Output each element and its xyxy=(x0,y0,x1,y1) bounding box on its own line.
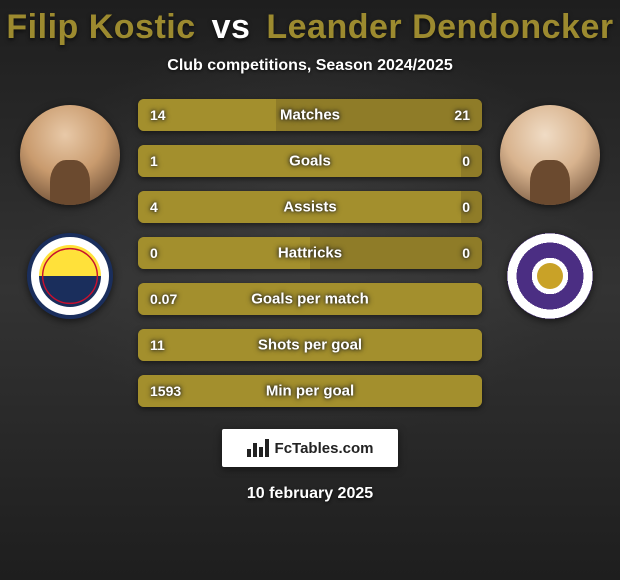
stat-row: 4 0 Assists xyxy=(138,191,482,223)
title-player1: Filip Kostic xyxy=(6,8,195,46)
stat-value-left: 11 xyxy=(150,337,165,353)
stat-value-left: 1593 xyxy=(150,383,181,399)
stat-row: 14 21 Matches xyxy=(138,99,482,131)
left-side xyxy=(20,99,120,407)
stat-label: Min per goal xyxy=(266,383,354,400)
subtitle: Club competitions, Season 2024/2025 xyxy=(167,57,452,75)
stat-row: 11 Shots per goal xyxy=(138,329,482,361)
stat-value-right: 0 xyxy=(462,245,470,261)
player1-avatar xyxy=(20,105,120,205)
stat-bars: 14 21 Matches 1 0 Goals 4 0 Assists 0 0 Hattricks 0.… xyxy=(138,99,482,407)
stat-value-left: 14 xyxy=(150,107,166,123)
player2-avatar xyxy=(500,105,600,205)
comparison-main: 14 21 Matches 1 0 Goals 4 0 Assists 0 0 Hattricks 0.… xyxy=(0,99,620,407)
footer-site: FcTables.com xyxy=(275,440,374,457)
stat-label: Shots per goal xyxy=(258,337,362,354)
title-vs: vs xyxy=(212,8,251,46)
stat-value-left: 1 xyxy=(150,153,158,169)
stat-value-right: 21 xyxy=(454,107,470,123)
stat-label: Goals per match xyxy=(251,291,369,308)
stat-label: Goals xyxy=(289,153,331,170)
title-player2: Leander Dendoncker xyxy=(266,8,613,46)
right-side xyxy=(500,99,600,407)
player1-club-crest xyxy=(27,233,113,319)
footer-date: 10 february 2025 xyxy=(247,485,373,503)
stat-value-right: 0 xyxy=(462,199,470,215)
stat-label: Assists xyxy=(283,199,336,216)
stat-value-left: 0 xyxy=(150,245,158,261)
stat-row: 1 0 Goals xyxy=(138,145,482,177)
stat-row: 0.07 Goals per match xyxy=(138,283,482,315)
stat-label: Matches xyxy=(280,107,340,124)
footer-logo: FcTables.com xyxy=(222,429,398,467)
page-title: Filip Kostic vs Leander Dendoncker xyxy=(6,8,613,47)
player2-club-crest xyxy=(507,233,593,319)
stat-row: 1593 Min per goal xyxy=(138,375,482,407)
stat-value-left: 4 xyxy=(150,199,158,215)
barchart-icon xyxy=(247,439,269,457)
stat-value-right: 0 xyxy=(462,153,470,169)
card: Filip Kostic vs Leander Dendoncker Club … xyxy=(0,0,620,580)
stat-value-left: 0.07 xyxy=(150,291,177,307)
stat-row: 0 0 Hattricks xyxy=(138,237,482,269)
stat-label: Hattricks xyxy=(278,245,342,262)
